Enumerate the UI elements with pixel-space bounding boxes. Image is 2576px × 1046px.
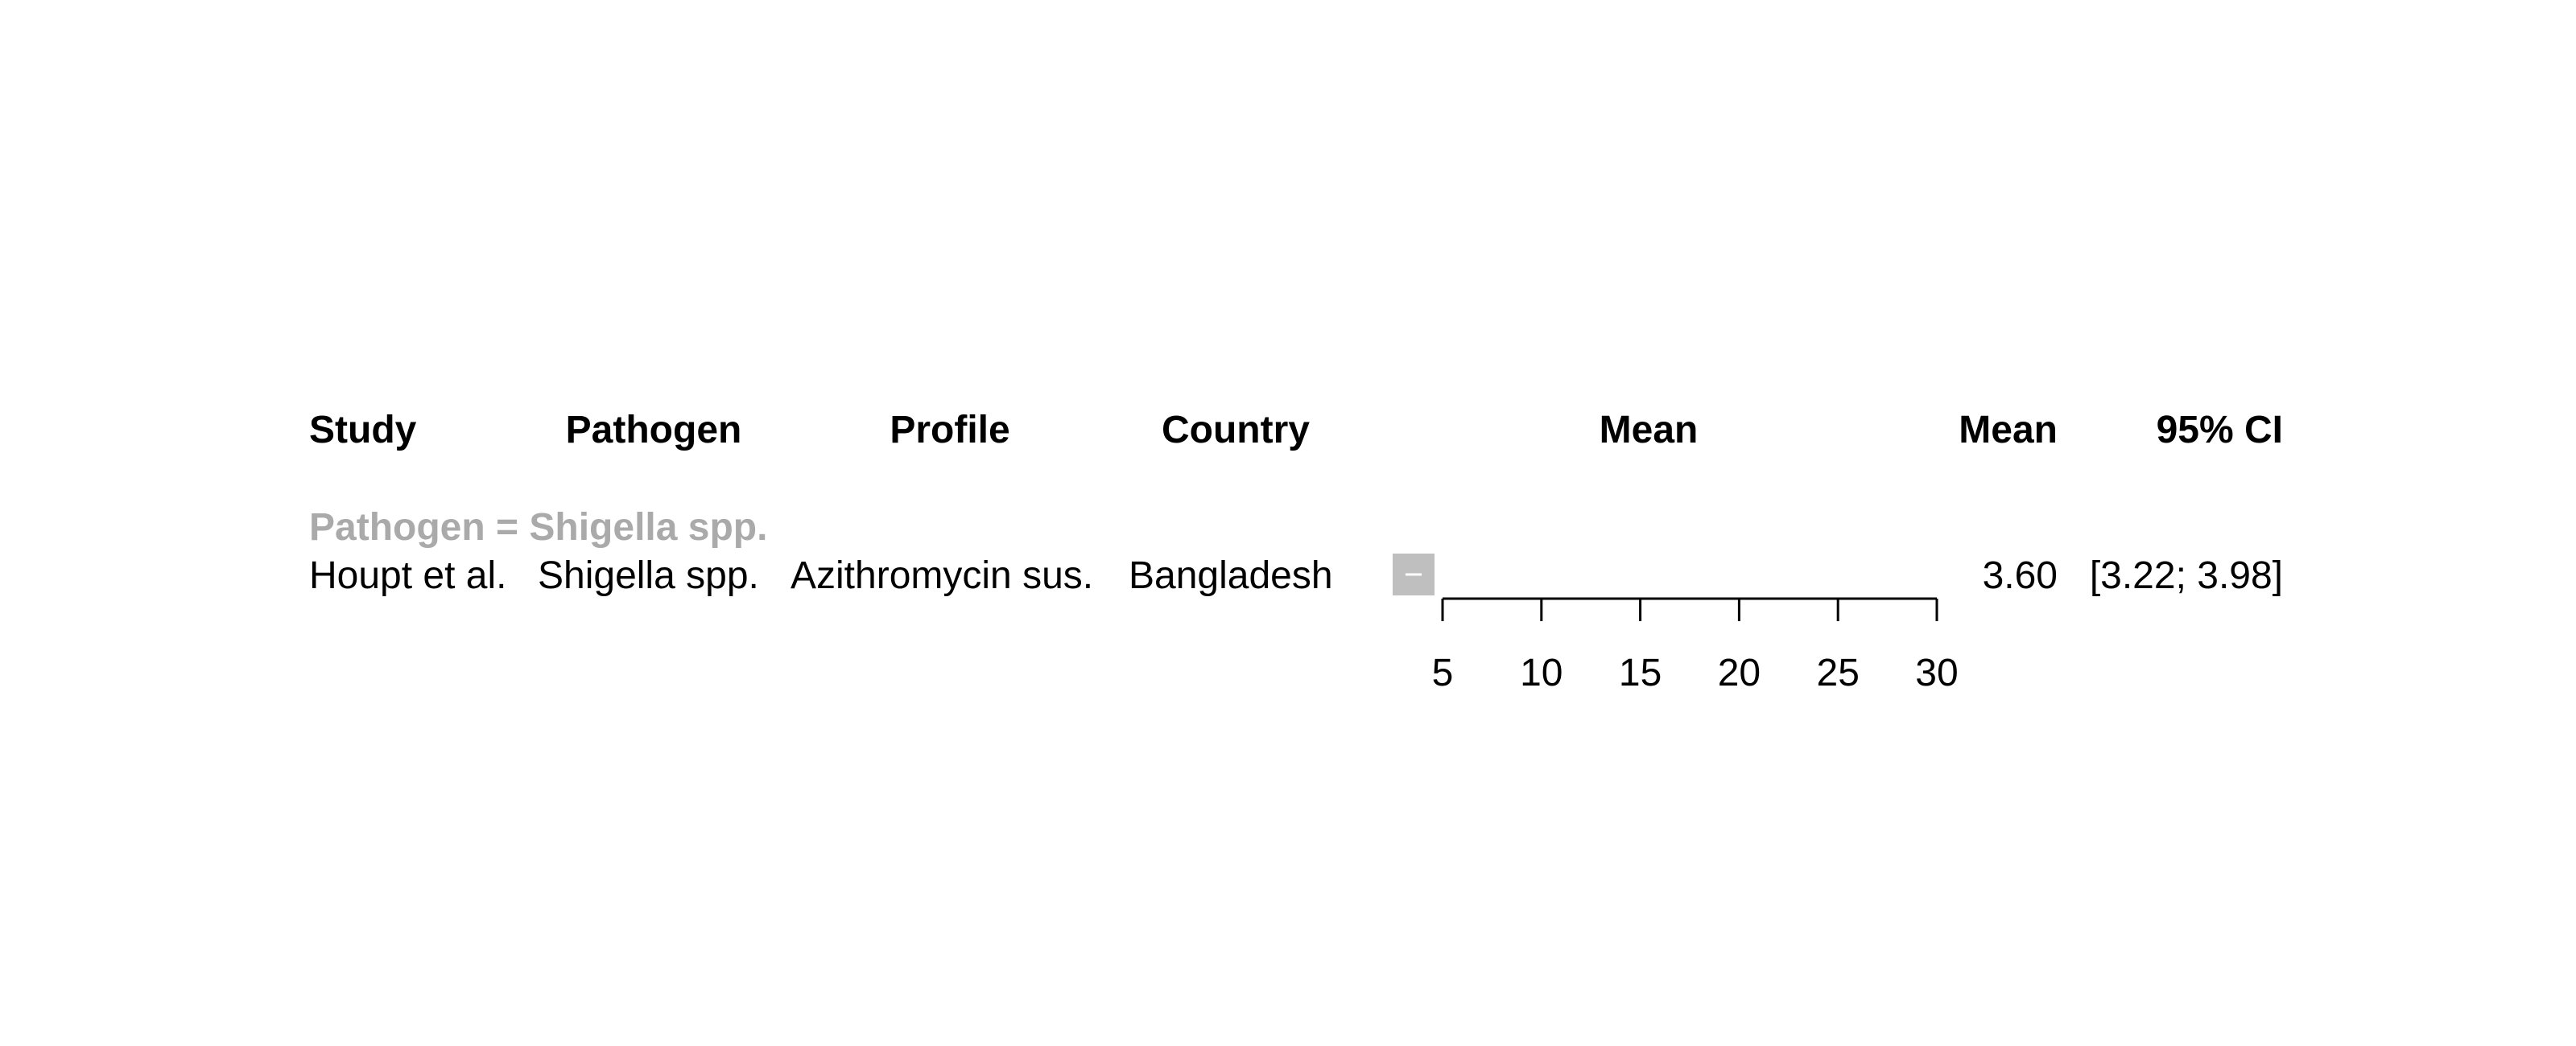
header-country: Country: [1162, 409, 1310, 451]
study-estimate-marker: [1393, 554, 1435, 595]
header-ci: 95% CI: [2157, 409, 2283, 451]
study-mean-value: 3.60: [1983, 554, 2058, 597]
study-ci-value: [3.22; 3.98]: [2090, 554, 2283, 597]
x-axis-tick-label: 10: [1520, 652, 1563, 694]
x-axis-tick-label: 30: [1915, 652, 1958, 694]
x-axis: 5 10 15 20 25 30: [1432, 597, 1959, 694]
study-pathogen: Shigella spp.: [538, 554, 759, 597]
study-country: Bangladesh: [1129, 554, 1333, 597]
x-axis-tick-label: 5: [1432, 652, 1454, 694]
study-profile: Azithromycin sus.: [791, 554, 1093, 597]
header-pathogen: Pathogen: [566, 409, 742, 451]
header-study: Study: [309, 409, 417, 451]
x-axis-tick-label: 15: [1619, 652, 1662, 694]
study-name: Houpt et al.: [309, 554, 506, 597]
subgroup-label: Pathogen = Shigella spp.: [309, 506, 767, 549]
header-mean: Mean: [1959, 409, 2058, 451]
x-axis-tick-label: 20: [1718, 652, 1761, 694]
x-axis-tick-label: 25: [1817, 652, 1860, 694]
header-plot-mean: Mean: [1600, 409, 1699, 451]
header-profile: Profile: [890, 409, 1009, 451]
